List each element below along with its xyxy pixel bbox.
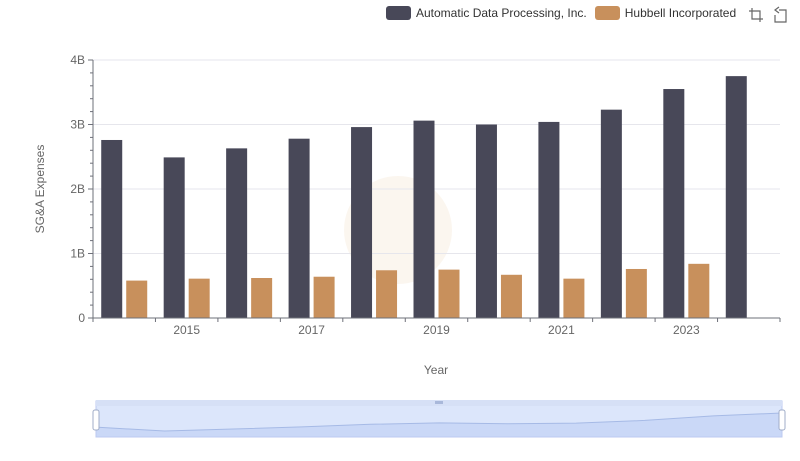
x-tick-label-2023: 2023 <box>673 323 700 337</box>
legend-label-hubbell: Hubbell Incorporated <box>624 6 737 20</box>
bar-hubbell-2019[interactable] <box>438 269 460 318</box>
bar-hubbell-2016[interactable] <box>251 278 273 318</box>
bar-adp-2014[interactable] <box>101 139 123 318</box>
data-zoom-preview-line <box>95 412 783 432</box>
bar-adp-2016[interactable] <box>226 148 248 318</box>
data-zoom-move-handle[interactable] <box>435 401 443 404</box>
zoom-icon[interactable] <box>747 6 765 24</box>
x-tick-label-2017: 2017 <box>298 323 325 337</box>
bar-adp-2017[interactable] <box>288 138 310 318</box>
legend: Automatic Data Processing, Inc. Hubbell … <box>386 2 744 24</box>
x-axis-title: Year <box>423 363 449 377</box>
bar-adp-2023[interactable] <box>663 89 685 319</box>
data-zoom-handle-right[interactable] <box>778 409 786 431</box>
bar-adp-2018[interactable] <box>351 127 373 318</box>
legend-swatch-hubbell <box>594 6 620 20</box>
y-axis-title: SG&A Expenses <box>33 144 47 234</box>
bar-adp-2022[interactable] <box>600 109 622 318</box>
y-tick-label: 1B <box>70 247 85 261</box>
bar-adp-2015[interactable] <box>163 157 185 318</box>
bar-hubbell-2020[interactable] <box>500 274 522 318</box>
bar-adp-2019[interactable] <box>413 120 435 318</box>
bar-hubbell-2015[interactable] <box>188 278 210 318</box>
legend-item-adp[interactable]: Automatic Data Processing, Inc. <box>386 6 587 20</box>
bar-adp-2024[interactable] <box>725 76 747 318</box>
legend-swatch-adp <box>386 6 411 20</box>
y-tick-label: 2B <box>70 182 85 196</box>
y-tick-label: 0 <box>78 311 85 325</box>
legend-label-adp: Automatic Data Processing, Inc. <box>416 6 587 20</box>
bar-adp-2021[interactable] <box>538 121 560 318</box>
bar-hubbell-2017[interactable] <box>313 276 335 318</box>
bar-hubbell-2021[interactable] <box>563 278 585 318</box>
y-tick-label: 3B <box>70 118 85 132</box>
bar-hubbell-2018[interactable] <box>376 270 398 318</box>
data-zoom-preview-area <box>96 413 782 437</box>
data-zoom-selection[interactable] <box>95 400 783 438</box>
legend-item-hubbell[interactable]: Hubbell Incorporated <box>594 6 737 20</box>
bar-adp-2020[interactable] <box>475 124 497 319</box>
x-tick-label-2019: 2019 <box>423 323 450 337</box>
data-zoom-handle-left[interactable] <box>92 409 100 431</box>
restore-icon[interactable] <box>771 6 789 24</box>
x-tick-label-2021: 2021 <box>548 323 575 337</box>
bar-hubbell-2022[interactable] <box>625 268 647 318</box>
toolbox <box>747 6 795 24</box>
y-tick-label: 4B <box>70 53 85 67</box>
bar-hubbell-2014[interactable] <box>126 280 148 318</box>
bar-hubbell-2023[interactable] <box>688 263 710 318</box>
x-tick-label-2015: 2015 <box>173 323 200 337</box>
